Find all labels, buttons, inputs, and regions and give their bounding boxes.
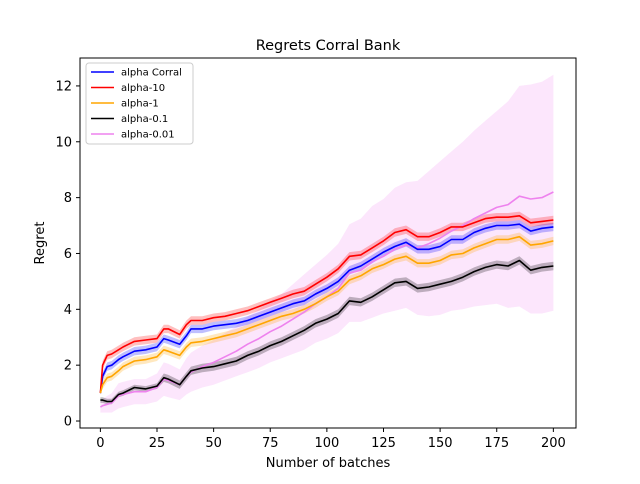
y-tick-label: 2 bbox=[64, 359, 72, 374]
x-tick-label: 150 bbox=[428, 436, 453, 451]
y-axis-ticks: 0 2 4 6 8 10 12 bbox=[55, 79, 80, 430]
x-tick-label: 75 bbox=[262, 436, 279, 451]
y-axis-label: Regret bbox=[33, 222, 48, 265]
band-alpha-0-01 bbox=[100, 74, 554, 413]
line-alpha-corral bbox=[99, 223, 554, 394]
y-tick-label: 0 bbox=[64, 415, 72, 430]
y-tick-label: 12 bbox=[55, 79, 72, 94]
series-lines bbox=[99, 191, 554, 408]
legend-label-alpha-0-01: alpha-0.01 bbox=[121, 130, 175, 141]
line-alpha-10 bbox=[99, 215, 554, 394]
y-tick-label: 6 bbox=[64, 247, 72, 262]
chart-title: Regrets Corral Bank bbox=[256, 38, 401, 54]
plot-frame bbox=[79, 57, 577, 429]
x-tick-label: 200 bbox=[541, 436, 566, 451]
x-tick-label: 25 bbox=[149, 436, 166, 451]
legend-label-alpha-10: alpha-10 bbox=[121, 83, 165, 94]
legend-label-alpha-corral: alpha Corral bbox=[121, 68, 182, 79]
y-tick-label: 10 bbox=[55, 135, 72, 150]
line-alpha-0-01 bbox=[99, 191, 554, 408]
y-tick-label: 8 bbox=[64, 191, 72, 206]
x-tick-label: 125 bbox=[371, 436, 396, 451]
x-tick-label: 0 bbox=[96, 436, 104, 451]
x-tick-label: 100 bbox=[314, 436, 339, 451]
x-tick-label: 50 bbox=[205, 436, 222, 451]
legend-label-alpha-1: alpha-1 bbox=[121, 99, 159, 110]
legend: alpha Corral alpha-10 alpha-1 alpha-0.1 alph… bbox=[85, 62, 194, 145]
x-axis-label: Number of batches bbox=[266, 456, 391, 471]
legend-label-alpha-0-1: alpha-0.1 bbox=[121, 114, 168, 125]
legend-box bbox=[85, 62, 194, 145]
y-tick-label: 4 bbox=[64, 303, 72, 318]
line-alpha-0-1 bbox=[100, 259, 554, 403]
line-alpha-1 bbox=[99, 235, 554, 394]
x-tick-label: 175 bbox=[484, 436, 509, 451]
x-axis-ticks: 0 25 50 75 100 125 150 175 200 bbox=[96, 428, 566, 451]
